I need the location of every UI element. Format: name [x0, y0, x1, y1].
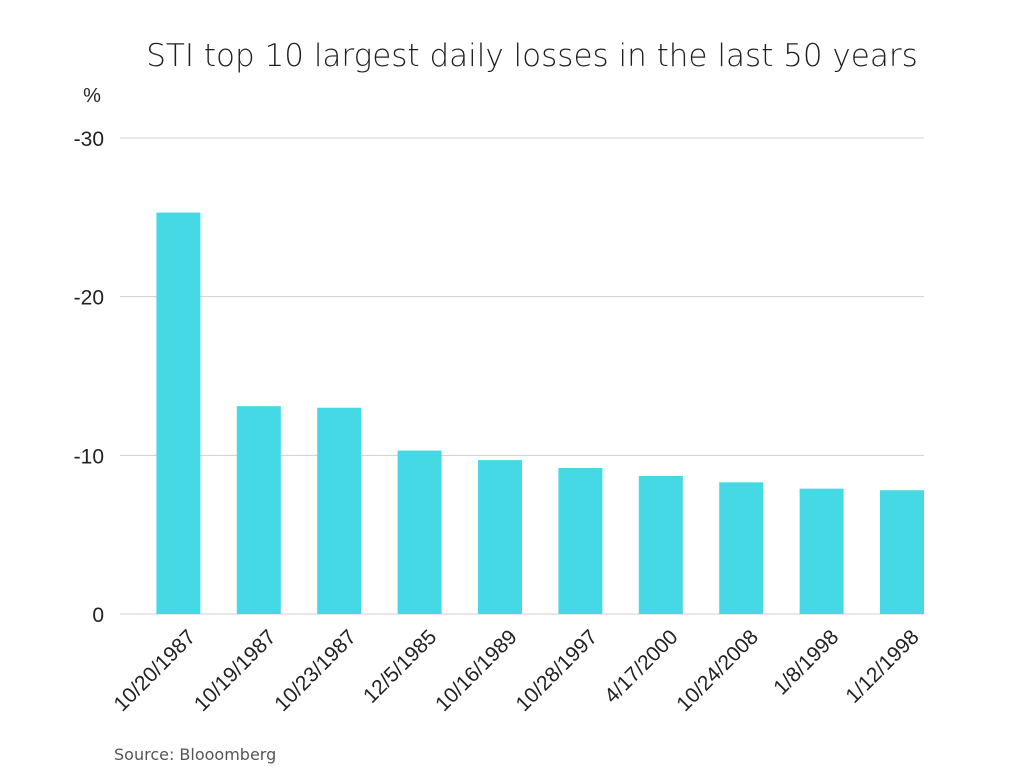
x-tick-label: 10/24/2008 — [672, 625, 763, 716]
source-note: Source: Blooomberg — [114, 745, 276, 764]
x-tick-label: 12/5/1985 — [359, 625, 441, 707]
x-tick-label: 10/20/1987 — [110, 625, 201, 716]
y-tick-label: 0 — [92, 604, 104, 627]
x-tick-label: 10/19/1987 — [190, 625, 281, 716]
x-tick-label: 1/8/1998 — [769, 625, 843, 699]
x-tick-label: 4/17/2000 — [600, 625, 682, 707]
chart-title: STI top 10 largest daily losses in the l… — [146, 38, 918, 74]
bar — [478, 460, 522, 614]
bar — [397, 450, 442, 614]
y-axis-ticks: 0 -10 -20 -30 — [74, 128, 104, 627]
bar — [558, 468, 603, 614]
x-tick-label: 10/23/1987 — [270, 625, 361, 716]
y-tick-label: -10 — [74, 445, 104, 468]
x-tick-label: 10/28/1997 — [512, 625, 603, 716]
x-axis-ticks: 10/20/198710/19/198710/23/198712/5/19851… — [110, 625, 924, 716]
x-tick-label: 10/16/1989 — [431, 625, 522, 716]
bars — [156, 212, 924, 614]
y-axis-unit-label: % — [83, 85, 101, 107]
x-tick-label: 1/12/1998 — [841, 625, 923, 707]
bar — [880, 490, 924, 614]
bar — [156, 212, 201, 614]
bar — [719, 482, 764, 614]
bar — [799, 488, 844, 614]
bar — [317, 407, 362, 614]
y-tick-label: -30 — [74, 128, 104, 151]
bar — [236, 406, 281, 614]
y-tick-label: -20 — [74, 287, 104, 310]
bar — [638, 475, 683, 614]
